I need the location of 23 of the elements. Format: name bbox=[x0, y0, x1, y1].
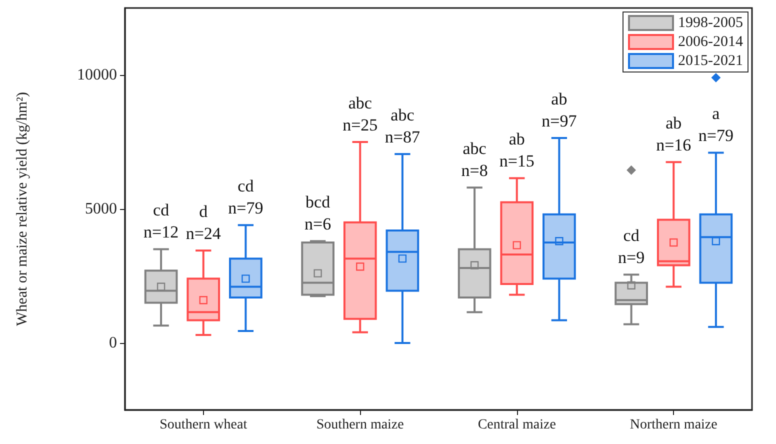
y-tick-label: 5000 bbox=[85, 200, 117, 218]
annotation: ab n=16 bbox=[656, 114, 692, 155]
x-tick-label: Northern maize bbox=[630, 418, 718, 432]
y-tick-label: 0 bbox=[109, 334, 117, 352]
annotation: d n=24 bbox=[186, 202, 222, 244]
annotation: ab n=97 bbox=[542, 89, 578, 130]
legend-label: 2015-2021 bbox=[678, 53, 744, 69]
annotation: cd n=79 bbox=[228, 176, 264, 218]
x-tick-label: Southern maize bbox=[316, 418, 404, 432]
x-tick-label: Southern wheat bbox=[160, 418, 248, 432]
annotation: a n=79 bbox=[698, 104, 734, 146]
annotation: cd n=9 bbox=[618, 226, 645, 268]
annotation: bcd n=6 bbox=[304, 192, 332, 234]
annotation: ab n=15 bbox=[499, 130, 534, 171]
legend-label: 2006-2014 bbox=[678, 34, 744, 50]
annotation: abc n=25 bbox=[342, 94, 378, 134]
legend-label: 1998-2005 bbox=[678, 15, 744, 31]
annotation: abc n=87 bbox=[384, 106, 420, 147]
annotation: cd n=12 bbox=[144, 200, 179, 242]
y-axis-title: Wheat or maize relative yield (kg/hm²) bbox=[14, 92, 30, 326]
annotation: abc n=8 bbox=[461, 139, 488, 180]
y-tick-label: 10000 bbox=[77, 66, 117, 84]
x-tick-label: Central maize bbox=[478, 418, 556, 432]
